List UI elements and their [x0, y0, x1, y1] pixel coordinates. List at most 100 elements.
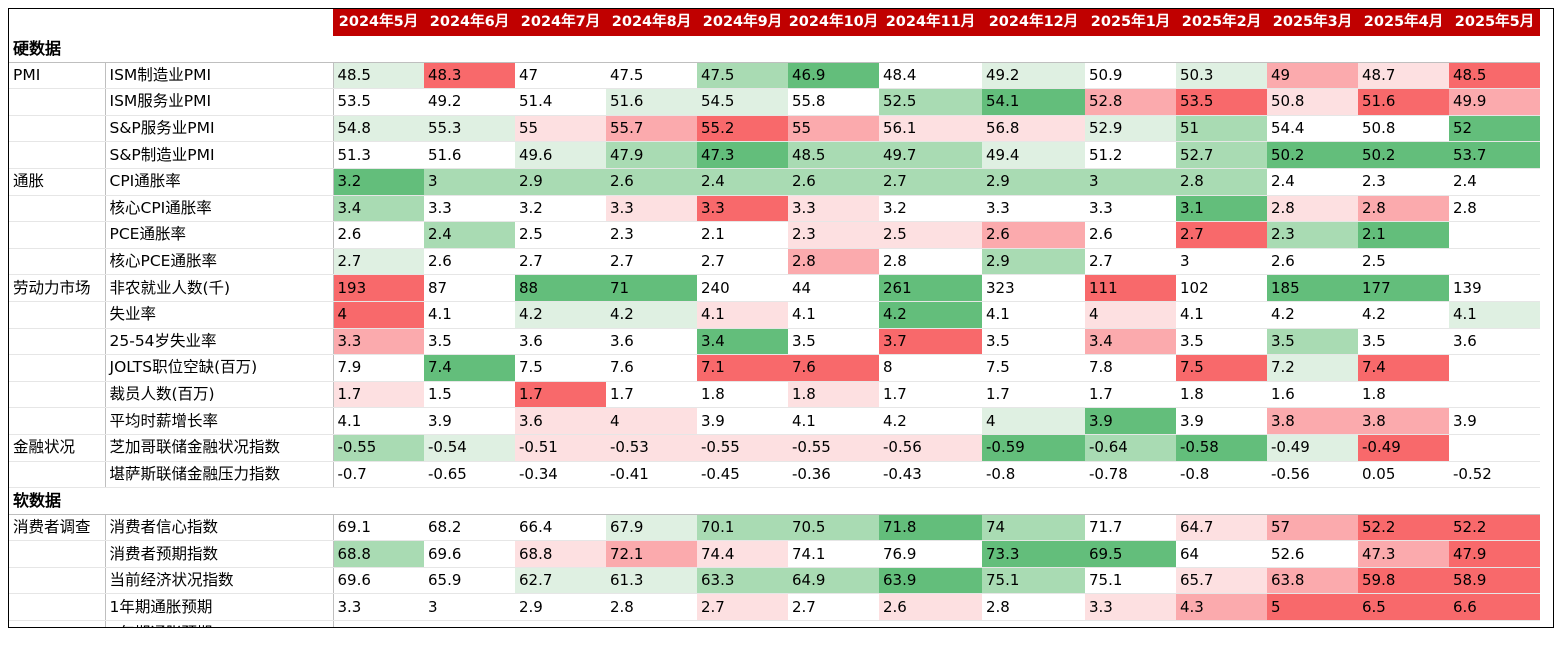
value-cell: 7.5: [982, 354, 1085, 382]
value-cell: 7.9: [333, 354, 424, 382]
value-cell: [1449, 221, 1540, 249]
value-cell: -0.51: [515, 434, 606, 462]
value-cell: 2.7: [697, 248, 788, 276]
value-cell: 2.7: [1085, 248, 1176, 276]
value-cell: 2.8: [788, 248, 879, 276]
value-cell: -0.58: [1176, 434, 1267, 462]
table-row: 核心CPI通胀率 3.4 3.3 3.2 3.3 3.3 3.3 3.2 3.3 3.3 3.1 2.…: [9, 195, 1540, 223]
indicator-label: 核心CPI通胀率: [105, 195, 334, 223]
value-cell: 1.5: [424, 381, 515, 409]
value-cell: 1.8: [1358, 381, 1449, 409]
value-cell: 2.7: [606, 248, 697, 276]
indicator-label: 芝加哥联储金融状况指数: [105, 434, 334, 462]
month-header: 2024年11月: [879, 9, 982, 36]
value-cell: 1.8: [1176, 381, 1267, 409]
value-cell: 2.7: [788, 593, 879, 622]
value-cell: 8: [879, 354, 982, 382]
value-cell: [1449, 248, 1540, 276]
value-cell: -0.59: [982, 434, 1085, 462]
table-row: 堪萨斯联储金融压力指数 -0.7 -0.65 -0.34 -0.41 -0.45 -0.36…: [9, 461, 1540, 489]
value-cell: 62.7: [515, 567, 606, 595]
value-cell: 72.1: [606, 540, 697, 568]
indicator-label: 平均时薪增长率: [105, 407, 334, 435]
value-cell: 2.7: [697, 593, 788, 622]
value-cell: 4.4: [1358, 620, 1449, 627]
value-cell: 3.2: [879, 620, 982, 627]
value-cell: 4.1: [1176, 301, 1267, 329]
heatmap-frame: 2024年5月 2024年6月 2024年7月 2024年8月 2024年9月 2024年…: [8, 8, 1554, 628]
table-row: S&P制造业PMI 51.3 51.6 49.6 47.9 47.3 48.5 49.7 49.…: [9, 141, 1540, 169]
value-cell: 7.4: [424, 354, 515, 382]
value-cell: 55.3: [424, 115, 515, 143]
month-header: 2024年8月: [606, 9, 697, 36]
value-cell: -0.65: [424, 461, 515, 489]
value-cell: 4: [982, 407, 1085, 435]
value-cell: 52.2: [1449, 514, 1540, 542]
indicator-label: 1年期通胀预期: [105, 593, 334, 622]
table-row: 失业率 4 4.1 4.2 4.2 4.1 4.1 4.2 4.1 4 4.1 4.2 4.2 4.1: [9, 301, 1540, 329]
value-cell: 4.1: [697, 301, 788, 329]
value-cell: 63.3: [697, 567, 788, 595]
value-cell: 3.4: [1085, 328, 1176, 356]
value-cell: 53.5: [333, 88, 424, 116]
value-cell: 51.4: [515, 88, 606, 116]
value-cell: 48.5: [1449, 62, 1540, 90]
value-cell: 61.3: [606, 567, 697, 595]
economic-indicator-heatmap: 2024年5月 2024年6月 2024年7月 2024年8月 2024年9月 2024年…: [9, 9, 1540, 627]
category-label: [9, 301, 106, 329]
header-blank-indicator: [105, 9, 333, 36]
value-cell: 1.6: [1267, 381, 1358, 409]
value-cell: 58.9: [1449, 567, 1540, 595]
indicator-label: 非农就业人数(千): [105, 274, 334, 302]
value-cell: 7.2: [1267, 354, 1358, 382]
value-cell: 3: [515, 620, 606, 627]
value-cell: 4.1: [424, 301, 515, 329]
value-cell: 4.2: [1358, 301, 1449, 329]
indicator-label: PCE通胀率: [105, 221, 334, 249]
value-cell: 2.1: [1358, 221, 1449, 249]
value-cell: 44: [788, 274, 879, 302]
value-cell: 59.8: [1358, 567, 1449, 595]
table-row: 当前经济状况指数 69.6 65.9 62.7 61.3 63.3 64.9 63.9 75.1…: [9, 567, 1540, 595]
table-row: 金融状况 芝加哥联储金融状况指数 -0.55 -0.54 -0.51 -0.53 -0.55…: [9, 434, 1540, 462]
value-cell: 3: [424, 168, 515, 196]
value-cell: 3.3: [982, 195, 1085, 223]
value-cell: 3.8: [1358, 407, 1449, 435]
value-cell: 4: [333, 301, 424, 329]
value-cell: 193: [333, 274, 424, 302]
category-label: [9, 620, 106, 627]
value-cell: 3.3: [333, 593, 424, 622]
value-cell: 50.8: [1358, 115, 1449, 143]
value-cell: 2.6: [1085, 221, 1176, 249]
value-cell: -0.8: [982, 461, 1085, 489]
indicator-label: 25-54岁失业率: [105, 328, 334, 356]
value-cell: 3.3: [788, 195, 879, 223]
table-row: PCE通胀率 2.6 2.4 2.5 2.3 2.1 2.3 2.5 2.6 2.6 2.7 2.3 2…: [9, 221, 1540, 249]
value-cell: 3.9: [1176, 407, 1267, 435]
value-cell: 55.2: [697, 115, 788, 143]
value-cell: 76.9: [879, 540, 982, 568]
value-cell: 4.1: [788, 407, 879, 435]
value-cell: 3.8: [1267, 407, 1358, 435]
value-cell: 51.3: [333, 141, 424, 169]
indicator-label: 消费者预期指数: [105, 540, 334, 568]
value-cell: -0.49: [1358, 434, 1449, 462]
value-cell: 111: [1085, 274, 1176, 302]
value-cell: 2.7: [1176, 221, 1267, 249]
value-cell: 4.1: [982, 301, 1085, 329]
section-title: 软数据: [9, 487, 1540, 515]
month-header: 2025年1月: [1085, 9, 1176, 36]
value-cell: 64.9: [788, 567, 879, 595]
value-cell: -0.56: [879, 434, 982, 462]
value-cell: 3.5: [1176, 620, 1267, 627]
value-cell: 2.6: [606, 168, 697, 196]
value-cell: 49.9: [1449, 88, 1540, 116]
value-cell: 1.7: [333, 381, 424, 409]
value-cell: 3: [788, 620, 879, 627]
indicator-label: S&P服务业PMI: [105, 115, 334, 143]
value-cell: 2.8: [1449, 195, 1540, 223]
value-cell: 51.6: [1358, 88, 1449, 116]
value-cell: -0.56: [1267, 461, 1358, 489]
section-header-row: 软数据: [9, 487, 1540, 515]
indicator-label: 核心PCE通胀率: [105, 248, 334, 276]
